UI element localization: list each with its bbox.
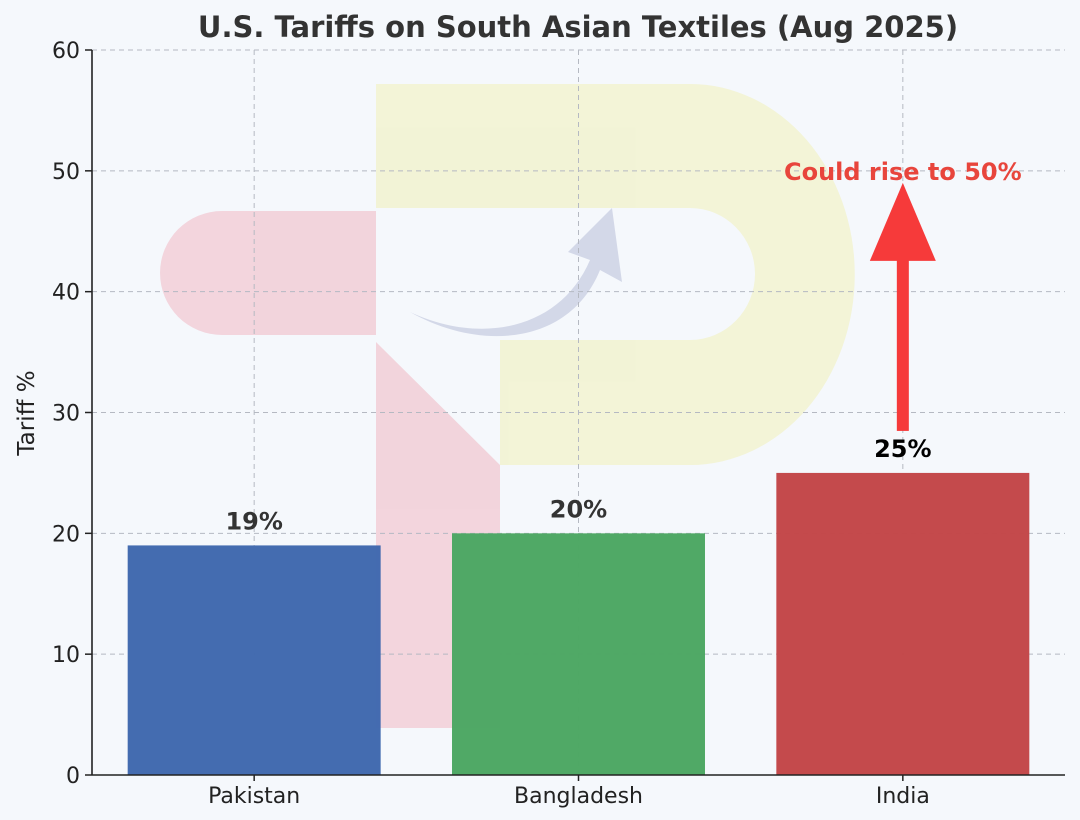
data-label: 19%: [225, 507, 282, 535]
annotation: Could rise to 50%: [784, 158, 1022, 431]
y-tick-label: 20: [52, 522, 80, 547]
bar-india: [776, 472, 1030, 775]
y-tick-label: 10: [52, 643, 80, 668]
bar-bangladesh: [452, 533, 705, 775]
y-tick-label: 60: [52, 39, 80, 64]
x-tick-label: Bangladesh: [514, 784, 643, 809]
axes: 0 10 20 30 40 50 60 Pakistan Bangladesh India: [52, 39, 1065, 809]
annotation-arrow-head: [869, 182, 936, 261]
annotation-text: Could rise to 50%: [784, 158, 1022, 186]
x-tick-label: Pakistan: [208, 784, 300, 809]
y-tick-label: 50: [52, 160, 80, 185]
bar-pakistan: [127, 545, 381, 775]
y-tick-label: 40: [52, 281, 80, 306]
bars: [127, 472, 1030, 775]
x-tick-label: India: [876, 784, 930, 809]
y-tick-label: 30: [52, 402, 80, 427]
annotation-arrow-shaft: [896, 258, 909, 431]
data-label: 25%: [874, 435, 931, 463]
watermark-pink-pill: [160, 211, 376, 335]
y-tick-label: 0: [66, 764, 80, 789]
y-axis-label: Tariff %: [14, 370, 40, 456]
data-labels: 19% 20% 25%: [225, 435, 931, 536]
watermark-arrow-icon: [410, 208, 622, 337]
watermark-yellow-shape: [376, 84, 855, 465]
data-label: 20%: [550, 495, 607, 523]
chart-title: U.S. Tariffs on South Asian Textiles (Au…: [198, 10, 958, 44]
